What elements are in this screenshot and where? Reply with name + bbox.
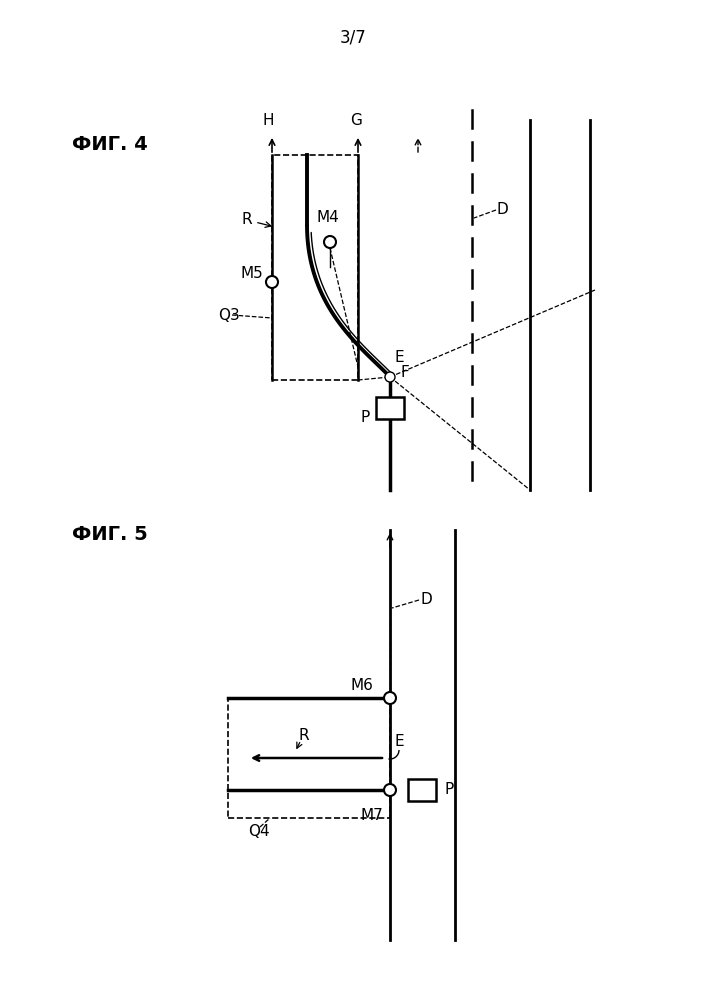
Text: M5: M5 [240, 266, 263, 282]
Text: Q3: Q3 [218, 308, 240, 322]
Bar [272, 155, 358, 380]
Text: E: E [395, 351, 404, 365]
Text: Q4: Q4 [248, 824, 269, 840]
Circle shape [384, 784, 396, 796]
Bar [408, 779, 436, 801]
Text: R: R [241, 213, 252, 228]
Text: ФИГ. 4: ФИГ. 4 [72, 135, 148, 154]
Text: E: E [395, 734, 404, 750]
Text: R: R [298, 728, 309, 742]
Bar [228, 698, 390, 818]
Text: H: H [262, 113, 274, 128]
Text: F: F [400, 365, 409, 380]
Bar [376, 397, 404, 419]
Text: D: D [497, 202, 509, 218]
Text: M7: M7 [361, 808, 383, 823]
Circle shape [385, 372, 395, 382]
Text: P: P [445, 782, 455, 798]
Text: G: G [350, 113, 362, 128]
Circle shape [324, 236, 336, 248]
Text: P: P [361, 410, 370, 424]
Circle shape [266, 276, 278, 288]
Text: ФИГ. 5: ФИГ. 5 [72, 526, 148, 544]
Text: M6: M6 [350, 678, 373, 692]
Circle shape [384, 692, 396, 704]
Text: D: D [420, 592, 432, 607]
Text: M4: M4 [316, 210, 339, 225]
Text: 3/7: 3/7 [339, 29, 366, 47]
